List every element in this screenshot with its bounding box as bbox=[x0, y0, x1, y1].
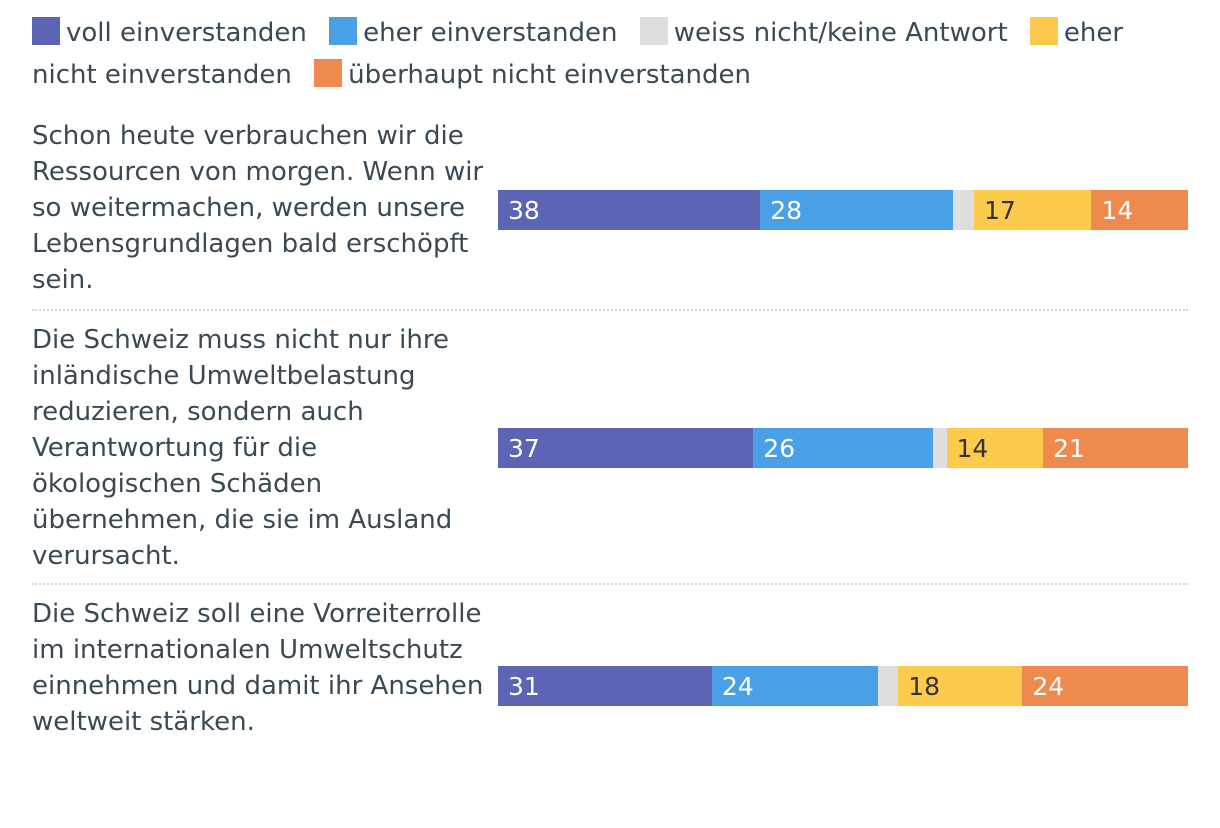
row-divider bbox=[32, 309, 1188, 311]
bar-segment-voll-einverstanden: 38 bbox=[498, 190, 761, 230]
bar-segment-weiss-nicht-keine-antwort bbox=[877, 666, 899, 706]
legend-swatch bbox=[32, 17, 60, 45]
data-label: 21 bbox=[1053, 434, 1085, 463]
bar-segment-eher-einverstanden: 24 bbox=[711, 666, 878, 706]
data-label: 31 bbox=[508, 672, 540, 701]
data-label: 17 bbox=[984, 196, 1016, 225]
legend-item-eher-nicht: eher nicht einverstanden bbox=[32, 17, 1124, 90]
bar-segment-voll-einverstanden: 37 bbox=[498, 428, 754, 468]
legend-swatch bbox=[329, 17, 358, 45]
data-label: 18 bbox=[908, 672, 940, 701]
legend: voll einverstanden eher einverstanden we… bbox=[32, 12, 1192, 96]
chart-row-2: Die Schweiz muss nicht nur ihre inländis… bbox=[32, 322, 1189, 577]
legend-label: weiss nicht/keine Antwort bbox=[673, 18, 1008, 48]
stacked-bar: 31 24 18 24 bbox=[498, 666, 1189, 706]
bar-segment-überhaupt-nicht-einverstanden: 21 bbox=[1043, 428, 1189, 468]
row-label: Schon heute verbrauchen wir die Ressourc… bbox=[32, 121, 484, 295]
chart-row-1: Schon heute verbrauchen wir die Ressourc… bbox=[32, 118, 1189, 303]
stacked-bar: 38 28 17 14 bbox=[498, 190, 1189, 230]
bar-segment-voll-einverstanden: 31 bbox=[498, 666, 713, 706]
data-label: 14 bbox=[1101, 196, 1134, 225]
data-label: 26 bbox=[763, 434, 796, 463]
row-divider bbox=[32, 583, 1188, 585]
legend-item-weiss-nicht: weiss nicht/keine Antwort bbox=[639, 17, 1008, 48]
data-label: 28 bbox=[770, 196, 802, 225]
data-label: 24 bbox=[721, 672, 754, 701]
bar-segment-weiss-nicht-keine-antwort bbox=[932, 428, 947, 468]
bar-segment-eher-nicht-einverstanden: 18 bbox=[898, 666, 1023, 706]
bar-segment-eher-einverstanden: 26 bbox=[753, 428, 934, 468]
bar-segment-weiss-nicht-keine-antwort bbox=[953, 190, 975, 230]
legend-item-voll: voll einverstanden bbox=[32, 17, 307, 48]
legend-item-eher: eher einverstanden bbox=[329, 17, 618, 48]
legend-label: überhaupt nicht einverstanden bbox=[348, 60, 752, 90]
bar-segment-überhaupt-nicht-einverstanden: 14 bbox=[1091, 190, 1189, 230]
legend-swatch bbox=[1029, 17, 1058, 45]
row-label: Die Schweiz soll eine Vorreiterrolle im … bbox=[32, 599, 484, 737]
bar-segment-eher-einverstanden: 28 bbox=[760, 190, 954, 230]
stacked-bar: 37 26 14 21 bbox=[498, 428, 1189, 468]
bar-segment-überhaupt-nicht-einverstanden: 24 bbox=[1022, 666, 1189, 706]
legend-swatch bbox=[314, 59, 343, 87]
legend-item-ueberhaupt-nicht: überhaupt nicht einverstanden bbox=[314, 59, 752, 90]
legend-label: voll einverstanden bbox=[66, 18, 307, 48]
bar-segment-eher-nicht-einverstanden: 14 bbox=[946, 428, 1044, 468]
bar-segment-eher-nicht-einverstanden: 17 bbox=[974, 190, 1092, 230]
row-label: Die Schweiz muss nicht nur ihre inländis… bbox=[32, 325, 453, 571]
legend-swatch bbox=[639, 17, 668, 45]
legend-label: eher einverstanden bbox=[363, 18, 618, 48]
data-label: 24 bbox=[1032, 672, 1065, 701]
chart-row-3: Die Schweiz soll eine Vorreiterrolle im … bbox=[32, 596, 1189, 781]
data-label: 38 bbox=[508, 196, 540, 225]
data-label: 37 bbox=[508, 434, 540, 463]
legend-label: eher nicht einverstanden bbox=[32, 18, 1124, 90]
data-label: 14 bbox=[956, 434, 989, 463]
